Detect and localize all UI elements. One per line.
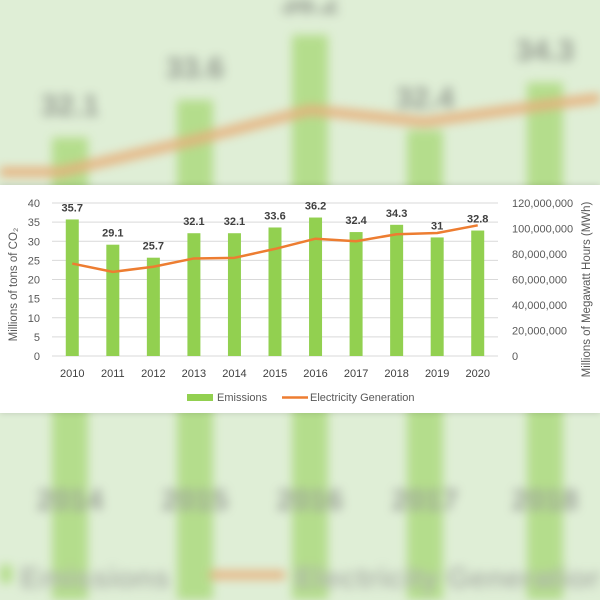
x-tick-label: 2013	[182, 368, 206, 380]
bar-emissions	[309, 217, 323, 356]
bar-data-label: 34.3	[386, 208, 407, 220]
bar-emissions	[146, 257, 160, 356]
bar-emissions	[471, 230, 485, 356]
y2-tick-label: 20,000,000	[512, 326, 567, 338]
bg-data-label: 36.2	[281, 0, 339, 20]
x-tick-label: 2017	[344, 368, 368, 380]
y-tick-label: 20	[28, 275, 40, 287]
bg-year-label: 2015	[162, 484, 229, 517]
bg-legend-swatch	[0, 565, 12, 583]
bar-data-label: 25.7	[143, 241, 164, 253]
legend-label-emissions: Emissions	[217, 392, 268, 404]
bg-legend-label: Emissions	[20, 562, 170, 595]
y-tick-label: 10	[28, 313, 40, 325]
bg-year-label: 2016	[277, 484, 344, 517]
x-tick-label: 2012	[141, 368, 165, 380]
bar-emissions	[106, 244, 120, 356]
bar-emissions	[390, 224, 404, 356]
x-tick-label: 2014	[222, 368, 246, 380]
x-tick-label: 2020	[465, 368, 489, 380]
bar-data-label: 36.2	[305, 201, 326, 213]
x-tick-label: 2010	[60, 368, 84, 380]
bar-data-label: 32.1	[183, 216, 204, 228]
legend-swatch-emissions	[187, 394, 213, 401]
bg-line	[0, 93, 600, 177]
bg-year-label: 2017	[392, 484, 459, 517]
bar-emissions	[349, 232, 363, 356]
bg-data-label: 33.6	[166, 52, 224, 85]
combo-chart: 0 5 10 15 20 25 30 35 40 0 20,000,000 40,000,000 60,…	[8, 198, 593, 404]
y2-tick-label: 40,000,000	[512, 300, 567, 312]
x-tick-label: 2016	[303, 368, 327, 380]
bg-legend-label: Electricity Generation	[295, 562, 600, 595]
line-electricity-generation	[72, 224, 478, 274]
bg-year-label: 2014	[37, 484, 104, 517]
bar-data-label: 32.4	[345, 215, 367, 227]
bar-data-label: 32.8	[467, 214, 488, 226]
bar-emissions	[227, 233, 241, 356]
y-tick-label: 0	[34, 351, 40, 363]
y-axis-title: Millions of tons of CO₂	[8, 228, 20, 342]
y-tick-label: 35	[28, 217, 40, 229]
bar-emissions	[430, 237, 444, 356]
y2-tick-label: 60,000,000	[512, 275, 567, 287]
bar-data-label: 35.7	[62, 202, 83, 214]
y-tick-label: 30	[28, 236, 40, 248]
bar-emissions	[268, 227, 282, 356]
bar-data-label: 29.1	[102, 228, 123, 240]
x-tick-label: 2011	[101, 368, 125, 380]
bg-year-label: 2018	[512, 484, 579, 517]
y-tick-label: 5	[34, 332, 40, 344]
bg-data-label: 32.4	[396, 82, 455, 115]
y-tick-label: 15	[28, 294, 40, 306]
bar-data-label: 32.1	[224, 216, 245, 228]
bar-emissions	[65, 219, 79, 356]
x-tick-label: 2018	[384, 368, 408, 380]
x-tick-label: 2019	[425, 368, 449, 380]
bg-data-label: 34.3	[516, 35, 574, 68]
chart-card: 0 5 10 15 20 25 30 35 40 0 20,000,000 40,000,000 60,…	[0, 185, 600, 413]
y2-tick-label: 80,000,000	[512, 249, 567, 261]
y2-tick-label: 120,000,000	[512, 198, 573, 210]
x-tick-label: 2015	[263, 368, 287, 380]
y2-tick-label: 100,000,000	[512, 224, 573, 236]
bar-data-label: 33.6	[264, 210, 285, 222]
y-tick-label: 25	[28, 255, 40, 267]
bar-data-label: 31	[431, 220, 443, 232]
y2-tick-label: 0	[512, 351, 518, 363]
bar-emissions	[187, 233, 201, 356]
y2-axis-title: Millions of Megawatt Hours (MWh)	[581, 201, 593, 377]
y-tick-label: 40	[28, 198, 40, 210]
legend-label-electricity: Electricity Generation	[310, 392, 415, 404]
bg-data-label: 32.1	[41, 90, 99, 123]
